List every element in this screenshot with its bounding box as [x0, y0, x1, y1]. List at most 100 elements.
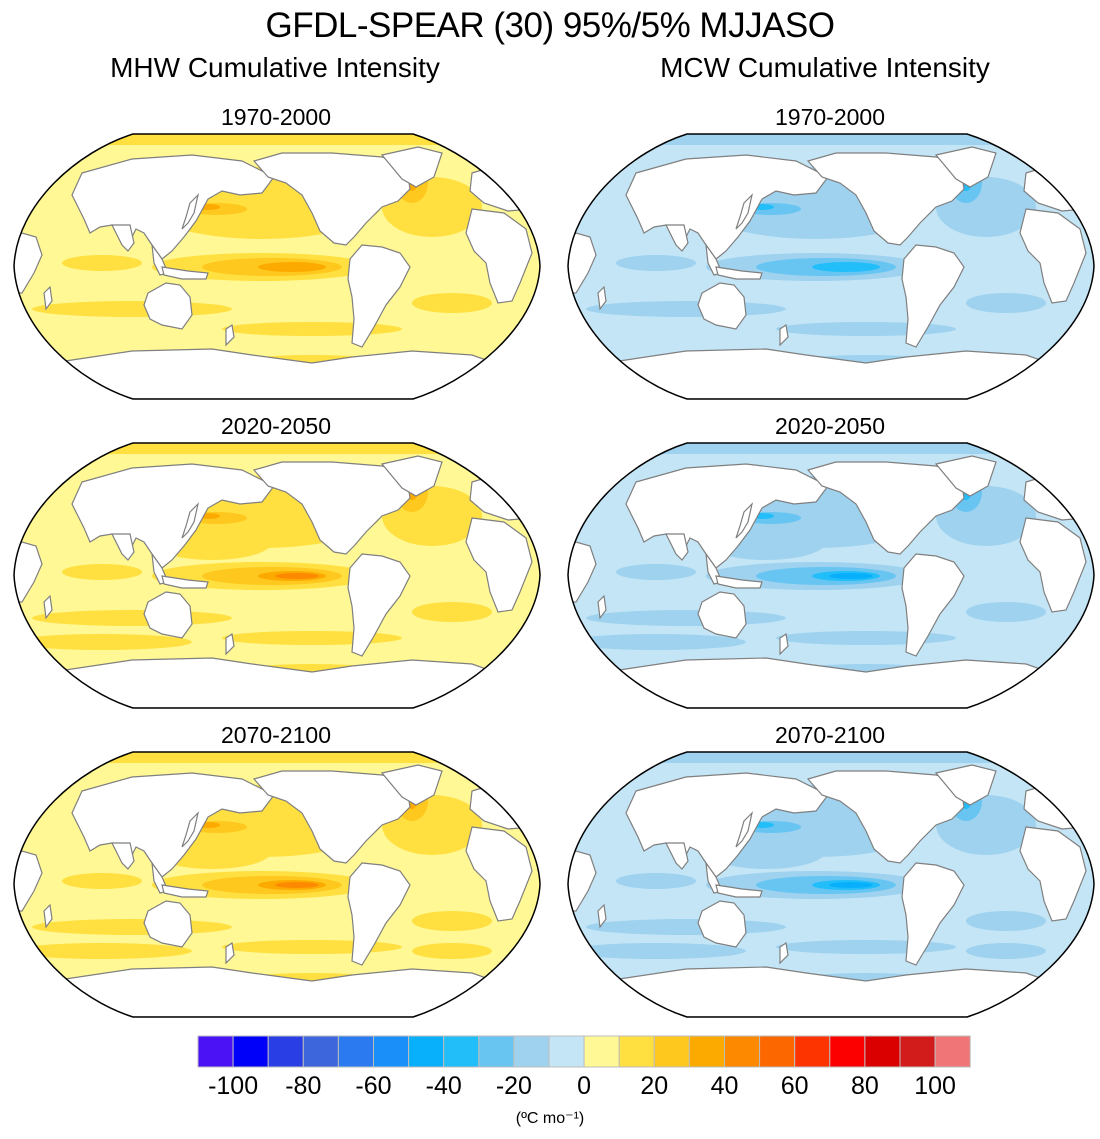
intensity-contour-l1	[62, 255, 142, 271]
colorbar-box	[232, 1035, 269, 1068]
colorbar-box	[408, 1035, 445, 1068]
land-india	[665, 842, 689, 870]
colorbar-tick-label: -80	[285, 1072, 321, 1100]
intensity-contour-l1	[412, 293, 492, 313]
intensity-contour-l1	[32, 610, 232, 626]
land-india	[111, 842, 135, 870]
map-mcw-1970-2000	[567, 133, 1095, 400]
land-greenland	[380, 764, 443, 806]
land-indonesia	[161, 884, 209, 898]
map-mhw-1970-2000	[13, 133, 541, 400]
intensity-contour-l4	[275, 573, 319, 579]
land-indonesia	[715, 884, 763, 898]
map-mhw-2070-2100	[13, 751, 541, 1018]
land-africa_right	[1019, 517, 1087, 613]
land-japan	[735, 193, 754, 230]
colorbar-tick-label: -20	[496, 1072, 532, 1100]
land-japan	[181, 193, 200, 230]
map-mhw-2020-2050	[13, 442, 541, 709]
intensity-contour-l1	[616, 564, 696, 580]
colorbar-box	[513, 1035, 550, 1068]
land-africa_right	[1019, 208, 1087, 304]
land-greenland	[934, 146, 997, 188]
colorbar-box	[724, 1035, 761, 1068]
land-australia	[143, 900, 193, 948]
land-madagascar	[43, 903, 53, 929]
land-nz	[779, 632, 789, 656]
land-antarctica	[51, 966, 514, 1017]
colorbar-box	[548, 1035, 585, 1068]
land-nz	[225, 941, 235, 965]
mcw-column-title: MCW Cumulative Intensity	[660, 52, 990, 83]
land-nz	[779, 941, 789, 965]
intensity-contour-l1	[966, 943, 1046, 959]
colorbar-box	[302, 1035, 339, 1068]
land-antarctica	[605, 966, 1068, 1017]
land-australia	[143, 282, 193, 330]
land-india	[111, 224, 135, 252]
intensity-contour-l1	[966, 293, 1046, 313]
land-india	[111, 533, 135, 561]
land-nz	[225, 323, 235, 347]
land-madagascar	[597, 594, 607, 620]
colorbar-box	[934, 1035, 971, 1068]
colorbar-box	[337, 1035, 374, 1068]
intensity-contour-l4	[275, 882, 319, 888]
land-indonesia	[715, 266, 763, 280]
intensity-contour-l1	[616, 873, 696, 889]
map-border	[567, 751, 1095, 1018]
land-namerica	[806, 152, 965, 246]
intensity-contour-l1	[568, 943, 746, 959]
land-namerica	[806, 770, 965, 864]
land-namerica	[806, 461, 965, 555]
land-africa_right	[1019, 826, 1087, 922]
intensity-contour-l1	[616, 255, 696, 271]
land-africa_right	[465, 826, 533, 922]
land-samerica	[347, 244, 411, 348]
land-madagascar	[597, 903, 607, 929]
land-australia	[143, 591, 193, 639]
intensity-contour-l1	[14, 634, 192, 650]
intensity-contour-l1	[966, 911, 1046, 931]
map-border	[13, 442, 541, 709]
panel-title-mhw-1970-2000: 1970-2000	[221, 104, 331, 130]
panel-title-mcw-2020-2050: 2020-2050	[775, 413, 885, 439]
land-madagascar	[43, 594, 53, 620]
land-africa_right	[465, 208, 533, 304]
panel-title-mhw-2020-2050: 2020-2050	[221, 413, 331, 439]
colorbar-tick-label: 20	[640, 1072, 668, 1100]
colorbar-box	[583, 1035, 620, 1068]
land-greenland	[934, 455, 997, 497]
intensity-contour-l1	[586, 610, 786, 626]
arctic-band	[568, 752, 1094, 763]
colorbar-tick-label: -100	[208, 1072, 258, 1100]
land-samerica	[901, 244, 965, 348]
land-japan	[181, 811, 200, 848]
land-india	[665, 224, 689, 252]
land-antarctica	[51, 348, 514, 399]
land-madagascar	[597, 285, 607, 311]
land-antarctica	[51, 657, 514, 708]
colorbar-box	[899, 1035, 936, 1068]
colorbar-box	[443, 1035, 480, 1068]
colorbar-box	[653, 1035, 690, 1068]
colorbar-box	[267, 1035, 304, 1068]
intensity-contour-l1	[62, 873, 142, 889]
land-nz	[225, 632, 235, 656]
land-antarctica	[605, 348, 1068, 399]
land-indonesia	[161, 266, 209, 280]
colorbar-box	[688, 1035, 726, 1068]
colorbar-box	[197, 1035, 234, 1068]
land-indonesia	[161, 575, 209, 589]
panel-title-mcw-1970-2000: 1970-2000	[775, 104, 885, 130]
colorbar-box	[829, 1035, 866, 1068]
land-japan	[735, 502, 754, 539]
colorbar-box	[864, 1035, 901, 1068]
colorbar-box	[373, 1035, 410, 1068]
colorbar-tick-label: 0	[577, 1072, 591, 1100]
intensity-contour-l1	[62, 564, 142, 580]
land-india	[665, 533, 689, 561]
colorbar-tick-label: 100	[914, 1072, 956, 1100]
map-mcw-2070-2100	[567, 751, 1095, 1018]
land-samerica	[901, 553, 965, 657]
